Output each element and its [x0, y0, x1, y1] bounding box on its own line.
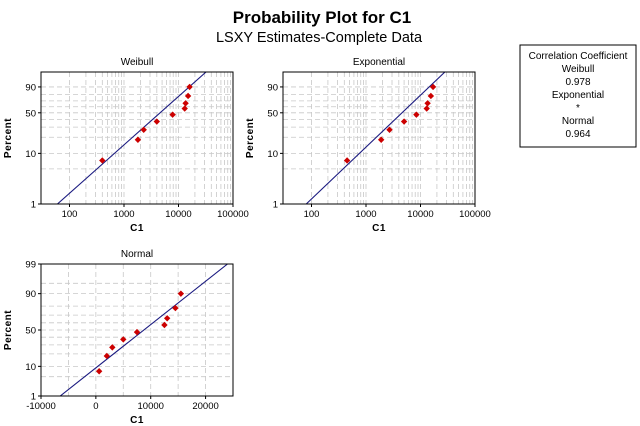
weibull-x-tick-label: 1000 [113, 209, 134, 220]
weibull-y-tick-label: 1 [31, 200, 36, 211]
normal-data-point-9 [177, 290, 185, 297]
weibull-data-point-2 [134, 136, 142, 143]
legend-box [519, 44, 637, 148]
weibull-data-point-4 [153, 118, 161, 125]
weibull-y-tick-label: 50 [25, 108, 36, 119]
legend-normal-label: Normal [562, 116, 594, 127]
normal-x-axis-label: C1 [130, 415, 144, 426]
normal-fit-line [59, 264, 228, 396]
exponential-y-tick-label: 10 [267, 149, 278, 160]
weibull-x-axis-label: C1 [130, 223, 144, 234]
legend-title: Correlation Coefficient [529, 51, 628, 62]
exponential-data-point-7 [424, 100, 431, 107]
exponential-y-tick-label: 90 [267, 82, 278, 93]
exponential-panel: Exponential 100 1000 10000 100000 1 10 50 90 C1 Pe… [245, 57, 491, 234]
exponential-data-point-2 [377, 136, 385, 143]
exponential-y-tick-label: 1 [273, 200, 278, 211]
normal-x-tick-label: 20000 [192, 401, 218, 412]
exponential-data-point-5 [413, 111, 420, 118]
normal-data-point-8 [172, 304, 179, 312]
correlation-legend: Correlation Coefficient Weibull 0.978 Ex… [519, 44, 637, 148]
weibull-y-axis-label: Percent [3, 118, 14, 158]
legend-normal-value: 0.964 [565, 129, 590, 140]
normal-data-point-6 [161, 321, 168, 329]
exponential-panel-title: Exponential [353, 57, 405, 68]
normal-data-point-2 [103, 352, 111, 360]
exponential-fit-line [305, 72, 446, 204]
chart-subtitle: LSXY Estimates-Complete Data [216, 30, 423, 46]
legend-exponential-label: Exponential [552, 90, 604, 101]
weibull-data-point-6 [181, 105, 188, 112]
exponential-x-tick-label: 100000 [459, 209, 491, 220]
weibull-data-point-3 [140, 126, 147, 134]
normal-y-axis-label: Percent [3, 310, 14, 350]
exponential-x-tick-label: 1000 [355, 209, 376, 220]
weibull-x-tick-label: 100 [62, 209, 78, 220]
normal-x-tick-label: 10000 [138, 401, 164, 412]
weibull-fit-line [57, 72, 207, 204]
exponential-x-tick-label: 100 [304, 209, 320, 220]
weibull-panel: Weibull 100 1000 10000 100000 1 10 50 90 C1 Percen… [3, 57, 249, 234]
exponential-y-tick-label: 50 [267, 108, 278, 119]
legend-exponential-value: * [576, 103, 580, 114]
normal-x-tick-label: -10000 [26, 401, 56, 412]
exponential-data-point-4 [400, 118, 408, 125]
weibull-y-tick-label: 90 [25, 82, 36, 93]
normal-data-point-5 [133, 328, 141, 336]
normal-x-tick-label: 0 [93, 401, 98, 412]
legend-weibull-label: Weibull [562, 64, 595, 75]
exponential-plot-area [283, 72, 475, 204]
normal-y-tick-label: 50 [25, 326, 36, 337]
exponential-frame [282, 71, 476, 205]
exponential-x-tick-label: 10000 [407, 209, 433, 220]
weibull-x-tick-label: 10000 [165, 209, 191, 220]
legend-weibull-value: 0.978 [565, 77, 590, 88]
normal-y-tick-label: 10 [25, 362, 36, 373]
normal-data-point-4 [120, 336, 127, 343]
normal-y-tick-label: 99 [25, 260, 36, 271]
exponential-data-point-3 [386, 126, 393, 134]
normal-y-tick-label: 1 [31, 392, 36, 403]
normal-data-point-1 [95, 368, 103, 375]
weibull-data-point-9 [186, 83, 193, 91]
weibull-data-point-1 [99, 157, 106, 164]
normal-panel-title: Normal [121, 249, 153, 260]
exponential-x-axis-label: C1 [372, 223, 386, 234]
weibull-data-point-7 [182, 100, 189, 107]
weibull-panel-title: Weibull [121, 57, 154, 68]
normal-y-tick-label: 90 [25, 289, 36, 300]
exponential-data-point-9 [429, 83, 437, 91]
normal-panel: Normal -10000 0 10000 20000 1 10 50 90 99 C1 Percen… [3, 249, 234, 426]
weibull-frame [40, 71, 234, 205]
normal-data-point-3 [109, 344, 116, 351]
weibull-y-tick-label: 10 [25, 149, 36, 160]
chart-title: Probability Plot for C1 [233, 8, 412, 27]
exponential-data-point-6 [423, 105, 430, 112]
normal-data-point-7 [163, 315, 171, 322]
exponential-y-axis-label: Percent [245, 118, 256, 158]
weibull-data-point-5 [169, 111, 176, 118]
exponential-data-point-8 [427, 92, 435, 100]
weibull-data-point-8 [184, 92, 192, 100]
weibull-x-tick-label: 100000 [217, 209, 249, 220]
exponential-data-point-1 [343, 157, 351, 164]
